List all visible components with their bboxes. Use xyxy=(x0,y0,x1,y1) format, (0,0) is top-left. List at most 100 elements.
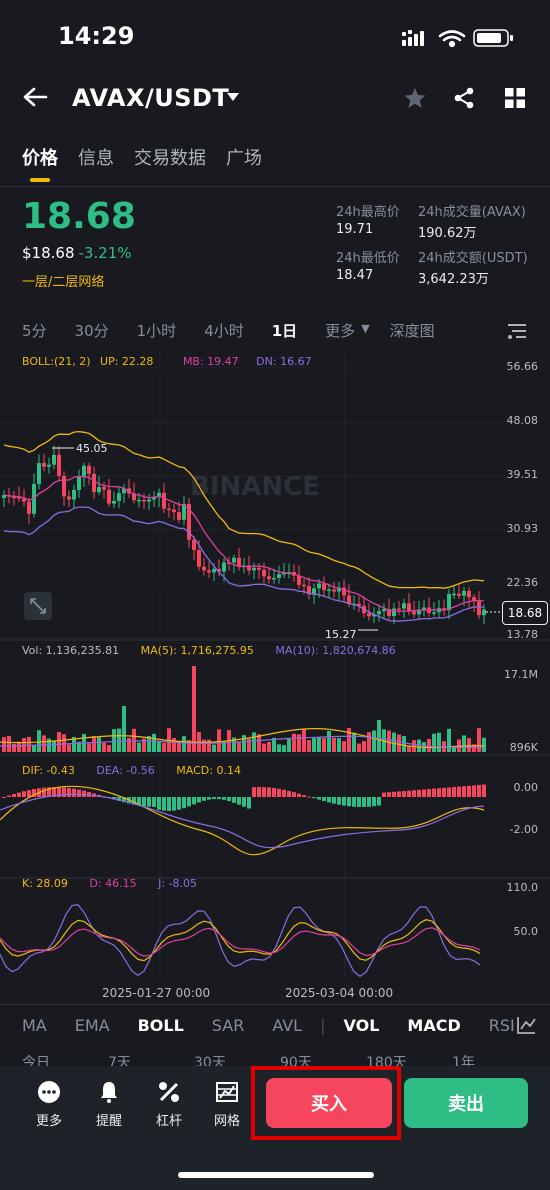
candle-body xyxy=(67,496,71,500)
kdj-j: J: -8.05 xyxy=(158,877,198,890)
axis-main-0: 56.66 xyxy=(506,360,539,373)
volume-bar xyxy=(12,743,16,752)
macd-bar xyxy=(27,790,31,797)
tab-info[interactable]: 信息 xyxy=(78,148,114,169)
macd-bar xyxy=(482,784,486,797)
macd-bar xyxy=(322,797,326,802)
stat-vol: 190.62万 xyxy=(418,226,477,241)
share-icon[interactable] xyxy=(452,86,476,110)
macd-bar xyxy=(172,797,176,811)
category-link[interactable]: 一层/二层网络 xyxy=(22,275,105,290)
ind-boll[interactable]: BOLL xyxy=(137,1016,184,1035)
axis-macd-top: 0.00 xyxy=(513,781,539,794)
interval-4h[interactable]: 4小时 xyxy=(204,322,244,340)
wifi-icon xyxy=(438,30,466,48)
interval-5m[interactable]: 5分 xyxy=(22,322,47,340)
candle-body xyxy=(332,589,336,592)
macd-bar xyxy=(357,797,361,807)
volume-bar xyxy=(337,738,341,752)
axis-vol-top: 17.1M xyxy=(504,668,538,681)
macd-bar xyxy=(62,787,66,797)
macd-bar xyxy=(192,797,196,805)
volume-bar xyxy=(107,745,111,752)
tab-square[interactable]: 广场 xyxy=(226,148,262,169)
candle-body xyxy=(222,562,226,572)
macd-bar xyxy=(437,788,441,797)
leverage-button[interactable]: 杠杆 xyxy=(146,1080,192,1129)
macd-bar xyxy=(477,785,481,797)
ind-macd[interactable]: MACD xyxy=(407,1016,461,1035)
boll-dn: DN: 16.67 xyxy=(256,355,312,368)
ind-avl[interactable]: AVL xyxy=(272,1016,303,1035)
sell-button[interactable]: 卖出 xyxy=(404,1078,528,1128)
macd-bar xyxy=(432,788,436,797)
kdj-legend: K: 28.09 D: 46.15 J: -8.05 xyxy=(22,877,197,890)
divider xyxy=(0,1004,550,1005)
candle-body xyxy=(262,569,266,577)
high-marker: 45.05 xyxy=(76,442,108,455)
vol-ma10-line xyxy=(0,735,485,749)
candle-body xyxy=(237,557,241,567)
stat-low: 18.47 xyxy=(336,268,374,283)
macd-bar xyxy=(287,790,291,797)
kline-chart[interactable]: BINANCE 45.05 15.27 xyxy=(0,350,550,1000)
volume-bar xyxy=(277,744,281,752)
candle-body xyxy=(82,465,86,477)
ind-rsi[interactable]: RSI xyxy=(488,1016,515,1035)
macd-bar xyxy=(417,789,421,797)
tab-price[interactable]: 价格 xyxy=(22,148,58,169)
boll-lower-line xyxy=(3,506,484,622)
candle-body xyxy=(372,614,376,617)
macd-bar xyxy=(452,787,456,797)
back-arrow-icon[interactable] xyxy=(22,86,48,108)
macd-bar xyxy=(377,797,381,806)
chart-settings-icon[interactable] xyxy=(507,322,527,340)
volume-bar xyxy=(202,739,206,752)
volume-bar xyxy=(312,738,316,752)
candle-body xyxy=(267,576,271,580)
grid-button[interactable]: 网格 xyxy=(204,1080,250,1129)
macd-bar xyxy=(132,797,136,805)
grid-menu-icon[interactable] xyxy=(504,87,526,109)
indicator-settings-icon[interactable] xyxy=(516,1016,536,1034)
macd-bar xyxy=(307,796,311,798)
macd-bar xyxy=(292,792,296,797)
ind-ema[interactable]: EMA xyxy=(74,1016,110,1035)
alert-button[interactable]: 提醒 xyxy=(86,1080,132,1129)
buy-button[interactable]: 买入 xyxy=(266,1078,392,1128)
candle-body xyxy=(357,603,361,606)
candle-body xyxy=(302,584,306,587)
candle-body xyxy=(152,497,156,500)
interval-1d[interactable]: 1日 xyxy=(271,322,298,340)
more-button[interactable]: 更多 xyxy=(26,1080,72,1129)
candle-body xyxy=(62,475,66,497)
axis-vol-bottom: 896K xyxy=(509,741,538,754)
star-icon[interactable] xyxy=(403,86,427,110)
indicator-tabs: MA EMA BOLL SAR AVL | VOL MACD RSI xyxy=(22,1016,543,1035)
candle-body xyxy=(102,486,106,490)
tab-trading-data[interactable]: 交易数据 xyxy=(134,148,206,169)
interval-more[interactable]: 更多 xyxy=(325,322,356,340)
macd-bar xyxy=(217,797,221,800)
caret-down-icon[interactable] xyxy=(226,92,240,102)
macd-bar xyxy=(47,787,51,797)
candle-body xyxy=(157,492,161,498)
interval-30m[interactable]: 30分 xyxy=(74,322,109,340)
volume-bar xyxy=(467,738,471,752)
boll-mid-line xyxy=(3,475,485,613)
ind-ma[interactable]: MA xyxy=(22,1016,47,1035)
ind-sar[interactable]: SAR xyxy=(211,1016,245,1035)
kdj-k: K: 28.09 xyxy=(22,877,68,890)
leverage-label: 杠杆 xyxy=(155,1114,182,1129)
volume-bar xyxy=(217,729,221,752)
kdj-d-line xyxy=(0,927,481,957)
candle-body xyxy=(197,550,201,567)
caret-down-icon[interactable]: ▼ xyxy=(361,322,370,335)
depth-chart-tab[interactable]: 深度图 xyxy=(389,322,435,340)
ind-vol[interactable]: VOL xyxy=(343,1016,380,1035)
pair-title[interactable]: AVAX/USDT xyxy=(72,84,230,112)
interval-1h[interactable]: 1小时 xyxy=(136,322,177,340)
kdj-k-line xyxy=(0,919,481,962)
macd-bar xyxy=(272,788,276,797)
last-price: 18.68 xyxy=(22,196,136,237)
